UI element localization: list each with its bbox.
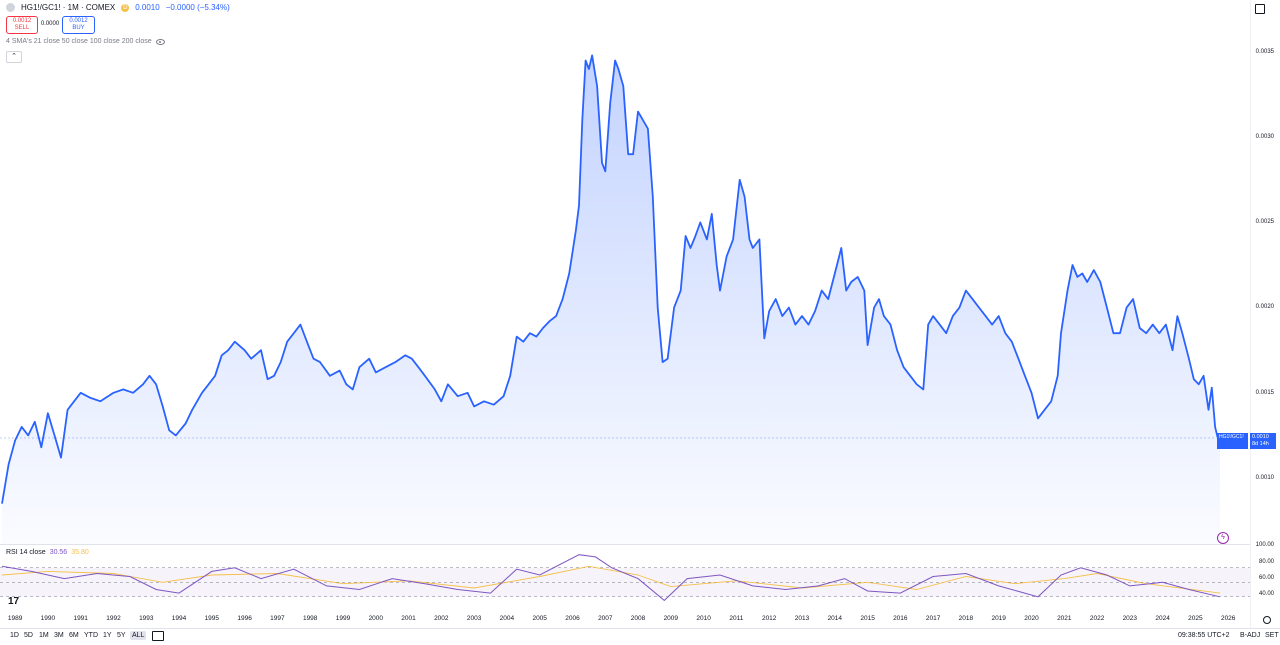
x-axis-year-label: 2016 [893,615,908,622]
x-axis-year-label: 2004 [499,615,515,622]
settlement-toggle[interactable]: SET [1265,632,1279,639]
x-axis-year-label: 1990 [40,615,56,622]
rsi-tick: 40.00 [1258,591,1274,597]
price-chart[interactable] [0,0,1250,628]
x-axis-year-label: 2001 [401,615,416,622]
sma-text: 4 SMA's 21 close 50 close 100 close 200 … [6,38,152,45]
symbol-legend: HG1!/GC1! · 1M · COMEX D 0.0010 −0.0000 … [6,3,230,12]
last-price-tag: HG1!/GC1! [1217,433,1248,449]
gear-icon[interactable] [1263,616,1271,624]
buy-price: 0.0012 [69,18,88,24]
price-tag-symbol: HG1!/GC1! [1219,434,1244,440]
rsi-tick: 100.00 [1255,542,1274,548]
x-axis-year-label: 2022 [1089,615,1105,622]
lightning-icon[interactable]: ϟ [1217,532,1229,544]
rsi-tick: 60.00 [1258,575,1274,581]
price-tick: 0.0030 [1255,134,1274,140]
object-tree-icon[interactable] [1255,4,1265,14]
sell-label: SELL [14,25,30,31]
price-tick: 0.0010 [1255,475,1274,481]
price-area-fill [2,55,1220,545]
buy-button[interactable]: 0.0012 BUY [62,16,95,34]
rsi-ma-value: 35.80 [71,549,89,556]
rsi-tick: 80.00 [1258,559,1274,565]
x-axis-year-label: 1995 [204,615,220,622]
range-button-1d[interactable]: 1D [10,632,19,639]
pane-separator[interactable] [0,544,1250,545]
x-axis-year-label: 2009 [663,615,679,622]
x-axis-year-label: 1999 [335,615,351,622]
symbol-icon [6,3,15,12]
price-tag-value: 0.0010 [1252,434,1269,440]
date-range-icon[interactable] [152,631,164,641]
x-axis-year-label: 2015 [860,615,875,622]
price-scale-border [1250,0,1251,628]
sell-button[interactable]: 0.0012 SELL [6,16,38,34]
x-axis-year-label: 2025 [1188,615,1203,622]
tradingview-logo[interactable]: 17 [8,596,20,607]
x-axis-year-label: 2003 [466,615,482,622]
collapse-legend-button[interactable]: ⌃ [6,51,22,63]
rsi-label: RSI 14 close [6,549,46,556]
x-axis-year-label: 1998 [302,615,318,622]
range-button-ytd[interactable]: YTD [84,632,98,639]
x-axis-year-label: 2005 [532,615,547,622]
spread-value: 0.0000 [40,21,60,27]
x-axis-year-label: 2021 [1057,615,1072,622]
x-axis-year-label: 1992 [106,615,121,622]
x-axis-year-label: 1991 [73,615,88,622]
x-axis-year-label: 2007 [598,615,613,622]
symbol-title[interactable]: HG1!/GC1! · 1M · COMEX [21,3,116,12]
x-axis-year-label: 2010 [696,615,711,622]
x-axis-year-label: 2011 [729,615,744,622]
clock-time[interactable]: 09:38:55 UTC+2 [1178,632,1230,639]
x-axis-year-label: 2017 [925,615,941,622]
range-button-1m[interactable]: 1M [39,632,49,639]
x-axis-year-label: 2019 [991,615,1006,622]
rsi-ma-line [1,565,1221,594]
rsi-legend[interactable]: RSI 14 close 30.56 35.80 [6,549,89,556]
x-axis-year-label: 2023 [1122,615,1138,622]
x-axis-year-label: 1996 [237,615,252,622]
x-axis-year-label: 2002 [434,615,449,622]
x-axis-year-label: 2024 [1155,615,1170,622]
x-axis-year-label: 2014 [827,615,843,622]
price-tick: 0.0025 [1255,219,1274,225]
x-axis-year-label: 2026 [1220,615,1236,622]
price-tick: 0.0035 [1255,49,1274,55]
x-axis-year-label: 1997 [270,615,285,622]
sell-price: 0.0012 [12,18,32,24]
x-axis-year-label: 2013 [794,615,810,622]
sma-indicator-legend[interactable]: 4 SMA's 21 close 50 close 100 close 200 … [6,38,165,45]
x-axis-year-label: 2000 [368,615,384,622]
x-axis-year-label: 2008 [630,615,646,622]
eye-icon[interactable] [155,38,165,45]
price-tick: 0.0015 [1255,390,1274,396]
x-axis-year-label: 2012 [761,615,777,622]
range-button-5y[interactable]: 5Y [117,632,126,639]
buy-label: BUY [72,25,85,31]
x-axis-year-label: 2006 [565,615,580,622]
price-tick: 0.0020 [1255,304,1274,310]
badj-toggle[interactable]: B-ADJ [1240,632,1261,639]
x-axis-year-label: 2020 [1024,615,1039,622]
x-axis-year-label: 1989 [7,615,23,622]
range-button-3m[interactable]: 3M [54,632,64,639]
x-axis-year-label: 1993 [139,615,154,622]
d-badge: D [121,3,130,12]
price-series-line[interactable] [1,54,1221,504]
last-value: 0.0010 [135,3,160,12]
range-button-1y[interactable]: 1Y [103,632,112,639]
x-axis-year-label: 2018 [958,615,974,622]
rsi-line [1,554,1221,602]
range-button-all[interactable]: ALL [130,631,147,640]
rsi-value: 30.56 [49,549,68,556]
last-price-value-tag: 0.0010 8d 14h [1250,433,1276,449]
bottom-toolbar: 1D 5D 1M 3M 6M YTD 1Y 5Y ALL 09:38:55 UT… [0,628,1280,645]
price-tag-countdown: 8d 14h [1252,441,1269,447]
range-button-6m[interactable]: 6M [69,632,79,639]
change-value: −0.0000 (−5.34%) [165,3,230,12]
x-axis-year-label: 1994 [171,615,187,622]
range-button-5d[interactable]: 5D [24,632,33,639]
